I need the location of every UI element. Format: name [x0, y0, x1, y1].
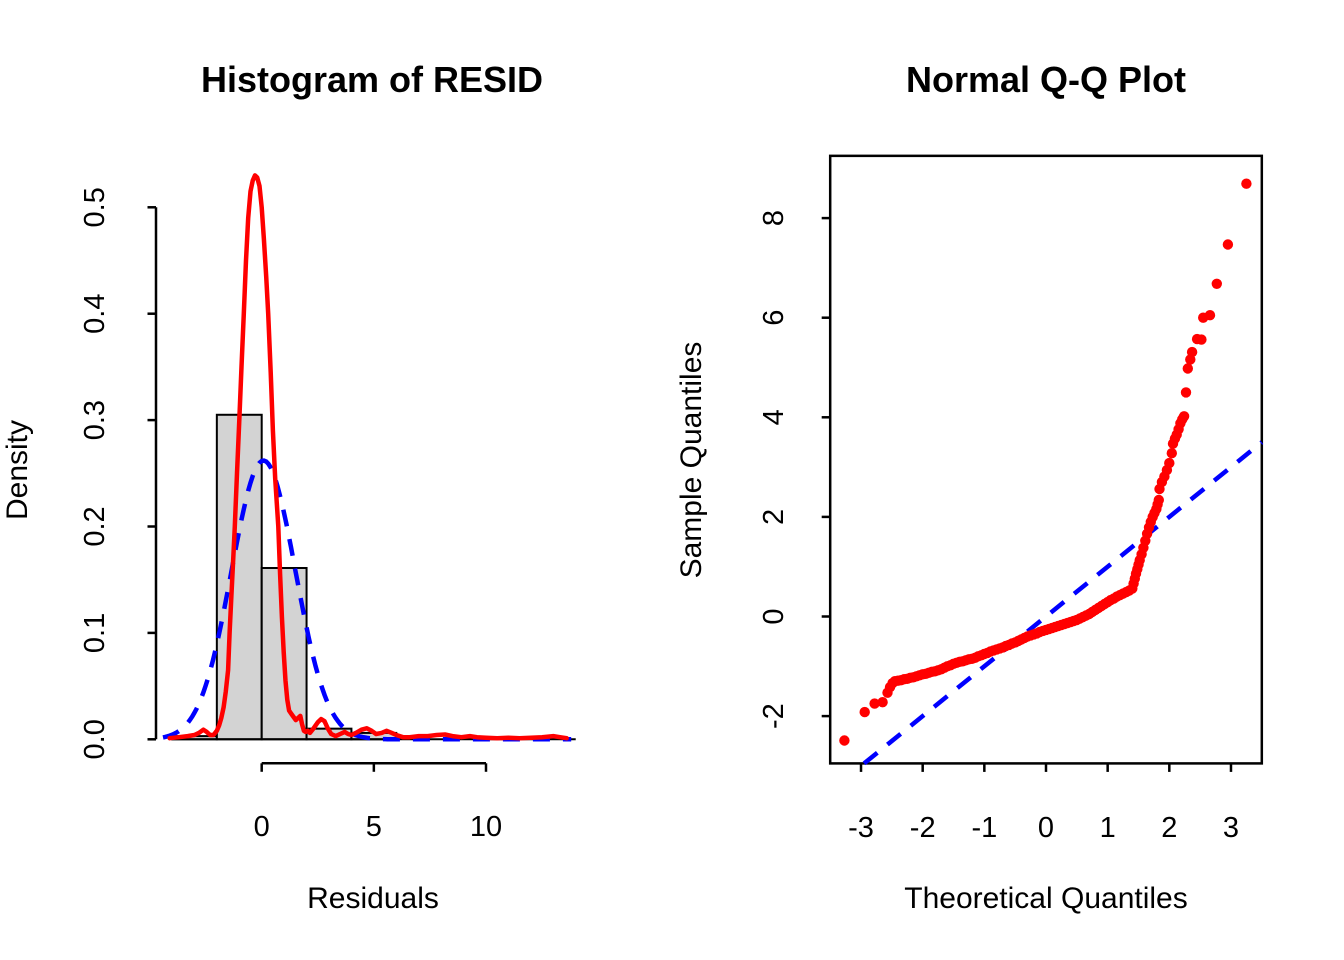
qq-y-tick-label: 6 — [758, 310, 790, 326]
qq-x-tick-label: -1 — [971, 812, 997, 844]
hist-y-tick-label: 0.3 — [79, 400, 111, 440]
qq-point — [1211, 278, 1223, 289]
qq-reference-line — [862, 440, 1264, 766]
histogram-xlabel: Residuals — [307, 882, 439, 915]
histogram-ylabel: Density — [1, 420, 34, 520]
qq-point — [859, 706, 870, 718]
qq-point — [1164, 457, 1175, 469]
qq-point — [1241, 178, 1252, 189]
qq-y-tick-label: 8 — [758, 210, 790, 226]
kde-curve — [167, 173, 569, 741]
qq-point — [869, 698, 880, 709]
hist-x-tick-label: 10 — [470, 811, 502, 843]
hist-x-tick-label: 0 — [254, 811, 270, 843]
qq-point — [877, 697, 888, 708]
qq-y-tick-label: 2 — [758, 509, 790, 525]
qq-x-tick-label: 3 — [1223, 812, 1239, 844]
qq-point — [1178, 411, 1190, 422]
qq-point — [1196, 334, 1207, 345]
qq-x-tick-label: 1 — [1100, 812, 1116, 844]
qq-x-tick-label: -2 — [910, 812, 936, 844]
qq-point — [1166, 448, 1178, 459]
histogram-panel: 0.0 0.1 0.2 0.3 0.4 0.5 0 5 10 — [79, 173, 576, 843]
qq-point — [839, 735, 850, 746]
qq-panel: -3 -2 -1 0 1 2 3 -2 0 2 4 6 8 — [758, 154, 1264, 844]
qq-x-tick-label: 0 — [1038, 812, 1054, 844]
hist-y-tick-label: 0.0 — [79, 719, 111, 759]
qq-title: Normal Q-Q Plot — [906, 59, 1186, 100]
hist-y-tick-label: 0.2 — [79, 506, 111, 546]
qq-y-tick-label: -2 — [758, 703, 790, 729]
hist-y-tick-label: 0.1 — [79, 613, 111, 653]
qq-y-tick-label: 0 — [758, 608, 790, 624]
qq-point — [1153, 494, 1165, 506]
qq-point — [1204, 310, 1216, 321]
qq-plot-frame — [828, 154, 1264, 765]
qq-xlabel: Theoretical Quantiles — [904, 882, 1187, 915]
histogram-title: Histogram of RESID — [201, 59, 543, 100]
hist-y-tick-label: 0.4 — [79, 294, 111, 334]
hist-x-tick-label: 5 — [366, 811, 382, 843]
qq-ylabel: Sample Quantiles — [675, 342, 708, 579]
qq-y-tick-label: 4 — [758, 409, 790, 425]
qq-point — [1182, 363, 1194, 374]
hist-y-tick-label: 0.5 — [79, 187, 111, 227]
qq-point — [1222, 239, 1234, 250]
qq-x-tick-label: -3 — [848, 812, 874, 844]
qq-point — [1186, 346, 1198, 358]
qq-point — [1180, 387, 1192, 398]
qq-x-tick-label: 2 — [1161, 812, 1177, 844]
